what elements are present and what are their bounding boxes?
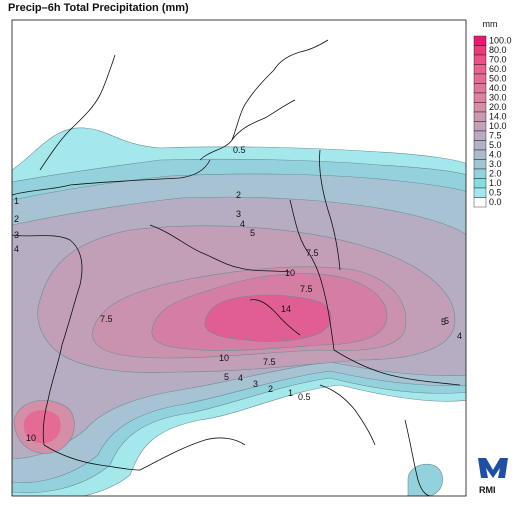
- precip-cell-se: [407, 463, 443, 496]
- contour-label: 5: [441, 317, 446, 327]
- coastline-brittany: [11, 234, 83, 346]
- contour-labels: 0.5 1 2 2 3 3 4 4 5 5 7.5 7.5 10 14 7.5 …: [14, 145, 462, 443]
- coastline-italy: [404, 419, 431, 497]
- legend-swatch: [473, 168, 487, 179]
- contour-label: 4: [238, 373, 243, 383]
- border-spain-france: [43, 444, 141, 471]
- legend-level-label: 2.0: [489, 169, 502, 179]
- coastline-mediterranean: [139, 437, 246, 471]
- coastline-netherlands: [231, 99, 296, 141]
- contour-label: 5: [444, 316, 449, 326]
- contour-label: 4: [240, 219, 245, 229]
- legend-level-label: 7.5: [489, 131, 502, 141]
- color-legend: mm 100.080.070.060.050.040.030.020.014.0…: [473, 19, 512, 208]
- contour-label: 2: [14, 214, 19, 224]
- legend-swatch: [473, 111, 487, 122]
- legend-swatch: [473, 130, 487, 141]
- contour-label: 2: [236, 190, 241, 200]
- contour-label: 10: [285, 268, 295, 278]
- coastline-north-sea: [199, 39, 329, 161]
- map-borders: [11, 39, 461, 497]
- legend-level-label: 60.0: [489, 64, 507, 74]
- legend-swatch: [473, 54, 487, 65]
- border-alps: [319, 384, 376, 446]
- legend-level-label: 3.0: [489, 159, 502, 169]
- contour-label: 0.5: [298, 392, 311, 402]
- legend-level-label: 10.0: [489, 121, 507, 131]
- legend-swatch: [473, 73, 487, 84]
- legend-swatch: [473, 187, 487, 198]
- rmi-logo: RMI: [478, 458, 508, 495]
- contour-label: 7.5: [263, 357, 276, 367]
- contour-label: 2: [268, 384, 273, 394]
- contour-label: 5: [224, 372, 229, 382]
- legend-level-label: 14.0: [489, 112, 507, 122]
- contour-label: 4: [457, 331, 462, 341]
- legend-swatch: [473, 140, 487, 151]
- precip-cell-sw-core: [23, 410, 61, 444]
- map-field: [12, 20, 466, 496]
- legend-level-label: 1.0: [489, 178, 502, 188]
- coastline-england: [39, 54, 116, 171]
- legend-level-label: 0.5: [489, 188, 502, 198]
- contour-label: 3: [14, 230, 19, 240]
- border-switzerland: [333, 349, 461, 386]
- map-title: Precip–6h Total Precipitation (mm): [8, 2, 189, 14]
- contour-label: 7.5: [300, 284, 313, 294]
- contour-label: 5: [250, 228, 255, 238]
- legend-unit: mm: [483, 19, 498, 29]
- legend-level-label: 70.0: [489, 55, 507, 65]
- rmi-logo-mark: [478, 458, 508, 478]
- legend-swatch: [473, 45, 487, 56]
- contour-label: 0.5: [233, 145, 246, 155]
- legend-level-label: 4.0: [489, 150, 502, 160]
- map-frame: [11, 19, 467, 497]
- legend-swatch: [473, 35, 487, 46]
- rmi-logo-text: RMI: [479, 485, 496, 495]
- legend-level-label: 5.0: [489, 140, 502, 150]
- border-france-belgium: [149, 224, 291, 273]
- contour-label: 14: [281, 304, 291, 314]
- legend-swatch: [473, 121, 487, 132]
- coastline-biscay: [42, 344, 63, 446]
- coastline-channel: [11, 159, 211, 196]
- legend-swatch: [473, 64, 487, 75]
- legend-level-label: 80.0: [489, 45, 507, 55]
- legend-swatch: [473, 197, 487, 208]
- legend-level-label: 100.0: [489, 36, 512, 46]
- precip-band-14: [204, 294, 332, 342]
- contour-label: 1: [288, 388, 293, 398]
- legend-swatch: [473, 102, 487, 113]
- contour-label: 10: [26, 433, 36, 443]
- legend-swatch: [473, 178, 487, 189]
- legend-level-label: 20.0: [489, 102, 507, 112]
- legend-swatch: [473, 149, 487, 160]
- contour-label: 3: [253, 379, 258, 389]
- legend-level-label: 50.0: [489, 74, 507, 84]
- legend-swatch: [473, 92, 487, 103]
- legend-level-label: 0.0: [489, 197, 502, 207]
- legend-level-label: 30.0: [489, 93, 507, 103]
- legend-swatch: [473, 159, 487, 170]
- contour-label: 7.5: [100, 314, 113, 324]
- contour-label: 3: [236, 209, 241, 219]
- border-germany-west: [289, 199, 335, 351]
- contour-label: 7.5: [306, 248, 319, 258]
- legend-swatch: [473, 83, 487, 94]
- contour-label: 10: [219, 353, 229, 363]
- border-luxembourg: [249, 299, 301, 336]
- contour-label: 1: [14, 196, 19, 206]
- legend-level-label: 40.0: [489, 83, 507, 93]
- contour-label: 4: [14, 244, 19, 254]
- border-germany-east: [319, 149, 341, 271]
